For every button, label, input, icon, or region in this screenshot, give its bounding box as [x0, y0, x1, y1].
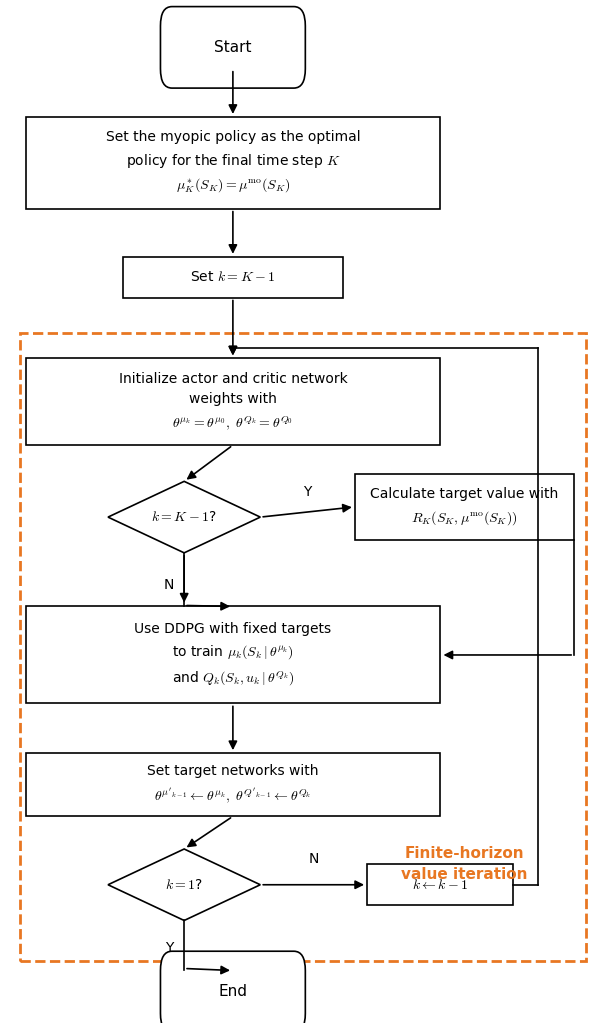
Text: Y: Y [304, 484, 312, 499]
Bar [26, 753, 440, 816]
Text: $k \leftarrow k-1$: $k \leftarrow k-1$ [412, 878, 468, 892]
Text: Set $k = K-1$: Set $k = K-1$ [190, 270, 275, 284]
Text: Finite-horizon
value iteration: Finite-horizon value iteration [401, 846, 528, 883]
Polygon shape [108, 849, 260, 921]
Text: Set target networks with
$\theta^{\mu'_{k-1}} \leftarrow \theta^{\mu_k},\ \theta: Set target networks with $\theta^{\mu'_{… [147, 764, 319, 806]
Text: N: N [308, 852, 319, 866]
Text: Initialize actor and critic network
weights with
$\theta^{\mu_k}=\theta^{\mu_0},: Initialize actor and critic network weig… [119, 372, 347, 432]
FancyBboxPatch shape [160, 951, 305, 1024]
Bar [20, 333, 586, 962]
Text: Calculate target value with
$R_K(S_K, \mu^{\mathrm{mo}}(S_K))$: Calculate target value with $R_K(S_K, \m… [370, 487, 559, 526]
Text: Set the myopic policy as the optimal
policy for the final time step $K$
$\mu^*_K: Set the myopic policy as the optimal pol… [106, 130, 360, 196]
Bar [26, 606, 440, 703]
Text: End: End [218, 984, 247, 999]
Text: $k=1$?: $k=1$? [165, 878, 203, 892]
Bar [367, 864, 513, 905]
Text: Use DDPG with fixed targets
to train $\mu_k(S_k\,|\,\theta^{\mu_k})$
and $Q_k(S_: Use DDPG with fixed targets to train $\m… [134, 623, 332, 688]
Text: N: N [164, 579, 174, 592]
Bar [355, 474, 574, 540]
FancyBboxPatch shape [160, 6, 305, 88]
Text: $k=K-1$?: $k=K-1$? [151, 510, 217, 524]
Text: Start: Start [214, 40, 252, 55]
Text: Y: Y [165, 941, 173, 955]
Bar [26, 358, 440, 445]
Bar [26, 117, 440, 209]
Polygon shape [108, 481, 260, 553]
Bar [123, 257, 343, 298]
